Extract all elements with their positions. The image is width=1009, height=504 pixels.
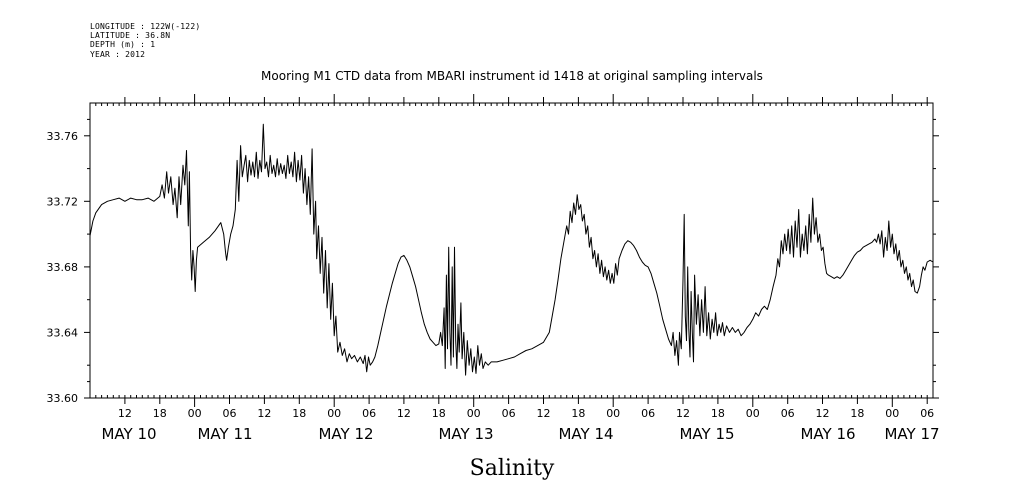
x-day-label: MAY 14	[558, 425, 613, 443]
x-axis: 12 18 00 06 12 18 00 06 12 18 00 06 12 18 00 06 12 18 00 06…	[101, 94, 940, 443]
minor-ticks	[89, 103, 934, 398]
x-tick-label: 00	[885, 407, 899, 420]
x-tick-label: 12	[816, 407, 830, 420]
plot-frame	[89, 102, 934, 399]
x-tick-label: 00	[327, 407, 341, 420]
x-tick-label: 06	[781, 407, 795, 420]
x-tick-label: 12	[397, 407, 411, 420]
x-day-label: MAY 16	[800, 425, 855, 443]
x-tick-label: 00	[467, 407, 481, 420]
x-tick-label: 00	[606, 407, 620, 420]
year-text: YEAR : 2012	[90, 49, 146, 59]
x-tick-label: 00	[188, 407, 202, 420]
x-tick-label: 18	[292, 407, 306, 420]
x-day-label: MAY 17	[884, 425, 939, 443]
y-tick-label: 33.64	[47, 326, 79, 339]
x-day-label: MAY 10	[101, 425, 156, 443]
y-tick-label: 33.72	[47, 195, 79, 208]
x-tick-label: 18	[571, 407, 585, 420]
x-day-label: MAY 15	[679, 425, 734, 443]
x-tick-label: 06	[920, 407, 934, 420]
x-tick-label: 06	[223, 407, 237, 420]
longitude-text: LONGITUDE : 122W(-122)	[90, 22, 201, 31]
x-tick-label: 12	[676, 407, 690, 420]
chart-title: Mooring M1 CTD data from MBARI instrumen…	[261, 69, 763, 83]
x-tick-label: 12	[118, 407, 132, 420]
x-tick-label: 06	[362, 407, 376, 420]
x-day-label: MAY 11	[197, 425, 252, 443]
y-tick-label: 33.60	[47, 392, 79, 405]
x-day-label: MAY 12	[318, 425, 373, 443]
x-tick-label: 18	[850, 407, 864, 420]
x-tick-label: 00	[746, 407, 760, 420]
depth-text: DEPTH (m) : 1	[90, 40, 156, 50]
x-day-label: MAY 13	[438, 425, 493, 443]
x-tick-label: 06	[641, 407, 655, 420]
y-axis: 33.60 33.64 33.68 33.72 33.76	[47, 118, 939, 405]
x-tick-label: 12	[537, 407, 551, 420]
x-tick-label: 12	[257, 407, 271, 420]
x-axis-label: Salinity	[470, 456, 555, 481]
latitude-text: LATITUDE : 36.8N	[90, 31, 171, 41]
x-tick-label: 18	[153, 407, 167, 420]
salinity-series-line	[89, 123, 934, 376]
x-tick-label: 06	[502, 407, 516, 420]
x-tick-label: 18	[711, 407, 725, 420]
y-tick-label: 33.76	[47, 130, 79, 143]
x-tick-label: 18	[432, 407, 446, 420]
y-tick-label: 33.68	[47, 261, 79, 274]
metadata-block: LONGITUDE : 122W(-122) LATITUDE : 36.8N …	[90, 22, 200, 59]
